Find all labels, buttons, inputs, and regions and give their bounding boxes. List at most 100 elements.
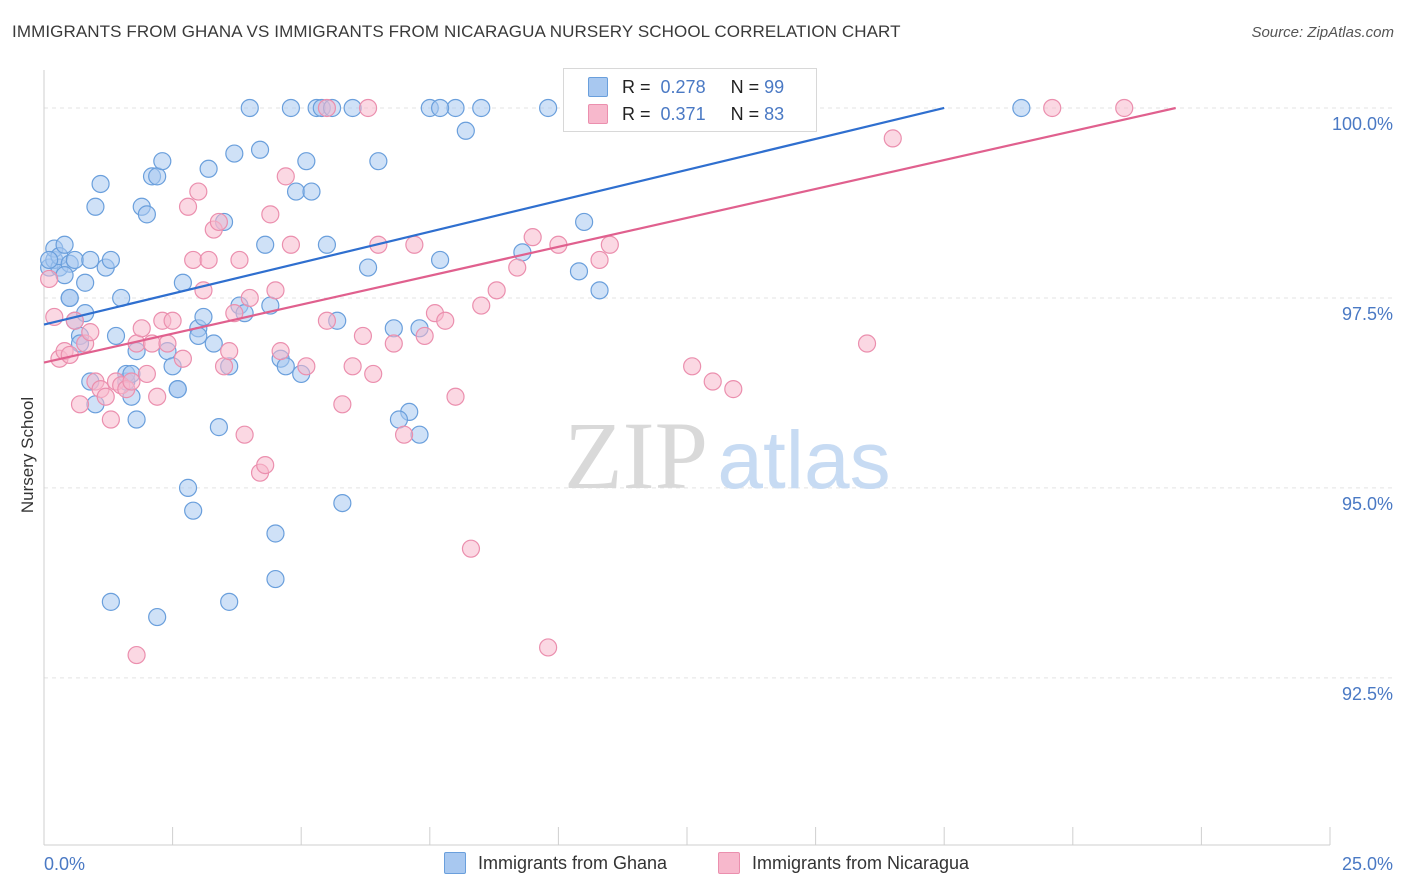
nicaragua-point <box>1115 98 1134 118</box>
nicaragua-point <box>590 250 609 270</box>
nicaragua-point <box>81 323 100 342</box>
x-tick-label-min: 0.0% <box>44 854 85 874</box>
nicaragua-point <box>461 539 481 558</box>
ghana-point <box>281 98 301 118</box>
nicaragua-point <box>256 455 275 475</box>
ghana-point <box>148 167 167 186</box>
nicaragua-point <box>333 395 352 414</box>
legend-row-ghana: R = 0.278 N = 99 <box>564 74 784 100</box>
ghana-point <box>446 98 465 118</box>
nicaragua-point <box>271 342 290 361</box>
nicaragua-point <box>508 258 527 277</box>
ghana-point <box>266 569 285 589</box>
legend-r-label: R = <box>622 76 651 97</box>
ghana-point <box>590 281 609 300</box>
ghana-point <box>302 182 321 201</box>
nicaragua-point <box>230 250 249 270</box>
nicaragua-point <box>317 98 337 118</box>
ghana-point <box>127 410 146 429</box>
ghana-point <box>148 607 167 627</box>
nicaragua-point <box>127 645 146 665</box>
legend-r-label: R = <box>622 103 651 124</box>
legend-n-label: N = <box>730 76 760 97</box>
nicaragua-point <box>148 387 167 406</box>
ghana-point <box>137 205 156 224</box>
nicaragua-point <box>446 387 465 406</box>
ghana-point <box>101 250 120 270</box>
ghana-point <box>40 250 59 270</box>
ghana-point <box>358 258 378 277</box>
tick-labels: 92.5% 95.0% 97.5% 100.0% 0.0% 25.0% <box>44 114 1393 874</box>
ghana-point <box>55 266 74 285</box>
legend-n-label: N = <box>730 103 760 124</box>
chart-title: IMMIGRANTS FROM GHANA VS IMMIGRANTS FROM… <box>12 22 901 41</box>
nicaragua-point <box>209 212 228 232</box>
ghana-point <box>91 174 110 194</box>
ghana-point <box>194 307 213 327</box>
nicaragua-point <box>487 281 506 300</box>
ghana-point <box>184 501 203 520</box>
nicaragua-point <box>1043 98 1062 118</box>
nicaragua-point <box>199 250 218 270</box>
ghana-point <box>569 262 589 281</box>
nicaragua-point <box>40 269 59 289</box>
nicaragua-point <box>343 357 362 376</box>
nicaragua-point <box>101 410 120 429</box>
ghana-point <box>153 152 172 171</box>
ghana-point <box>76 273 95 292</box>
legend-swatch-ghana <box>588 77 608 97</box>
ghana-point <box>410 425 429 444</box>
nicaragua-point <box>317 311 337 330</box>
nicaragua-point <box>132 319 151 338</box>
nicaragua-point <box>173 349 192 368</box>
ghana-point <box>317 235 337 254</box>
ghana-point <box>101 592 120 611</box>
legend-row-nicaragua: R = 0.371 N = 83 <box>564 101 784 127</box>
legend-n-value: 99 <box>764 76 785 97</box>
nicaragua-point <box>225 304 244 323</box>
nicaragua-point <box>189 182 208 201</box>
ghana-point <box>369 152 388 171</box>
ghana-point <box>430 98 450 118</box>
ghana-point <box>266 524 285 543</box>
trend-lines <box>43 106 1176 364</box>
ghana-point <box>86 197 105 216</box>
ghana-point <box>256 235 275 254</box>
bottom-legend-swatch-ghana <box>444 852 466 874</box>
nicaragua-point <box>276 167 295 186</box>
nicaragua-point <box>600 235 619 254</box>
ghana-point <box>276 357 295 376</box>
ghana-point <box>220 592 239 611</box>
y-tick-label: 100.0% <box>1332 114 1393 134</box>
nicaragua-point <box>539 638 558 657</box>
nicaragua-point <box>857 334 877 353</box>
nicaragua-points <box>40 98 1134 665</box>
ghana-point <box>384 319 403 338</box>
nicaragua-point <box>883 129 902 148</box>
nicaragua-point <box>240 288 259 308</box>
ghana-point <box>81 250 100 270</box>
nicaragua-point <box>703 372 722 391</box>
ghana-point <box>539 98 558 118</box>
ghana-point <box>333 493 352 513</box>
ghana-point <box>168 380 187 399</box>
ghana-point <box>106 326 126 346</box>
legend-n-value: 83 <box>764 103 785 124</box>
ghana-point <box>204 334 223 353</box>
nicaragua-point <box>158 334 177 353</box>
ghana-point <box>389 410 409 429</box>
nicaragua-point <box>724 380 743 399</box>
ghana-point <box>225 144 244 163</box>
nicaragua-point <box>184 250 203 270</box>
ghana-point <box>65 250 84 270</box>
y-tick-label: 95.0% <box>1342 494 1393 514</box>
ghana-point <box>1012 98 1031 118</box>
nicaragua-point <box>96 387 115 406</box>
ghana-point <box>286 182 306 201</box>
gridlines <box>44 107 1392 679</box>
nicaragua-point <box>415 326 434 346</box>
nicaragua-point <box>436 311 455 330</box>
ghana-point <box>575 212 594 232</box>
legend-swatch-nicaragua <box>588 104 608 124</box>
ghana-point <box>55 235 74 254</box>
